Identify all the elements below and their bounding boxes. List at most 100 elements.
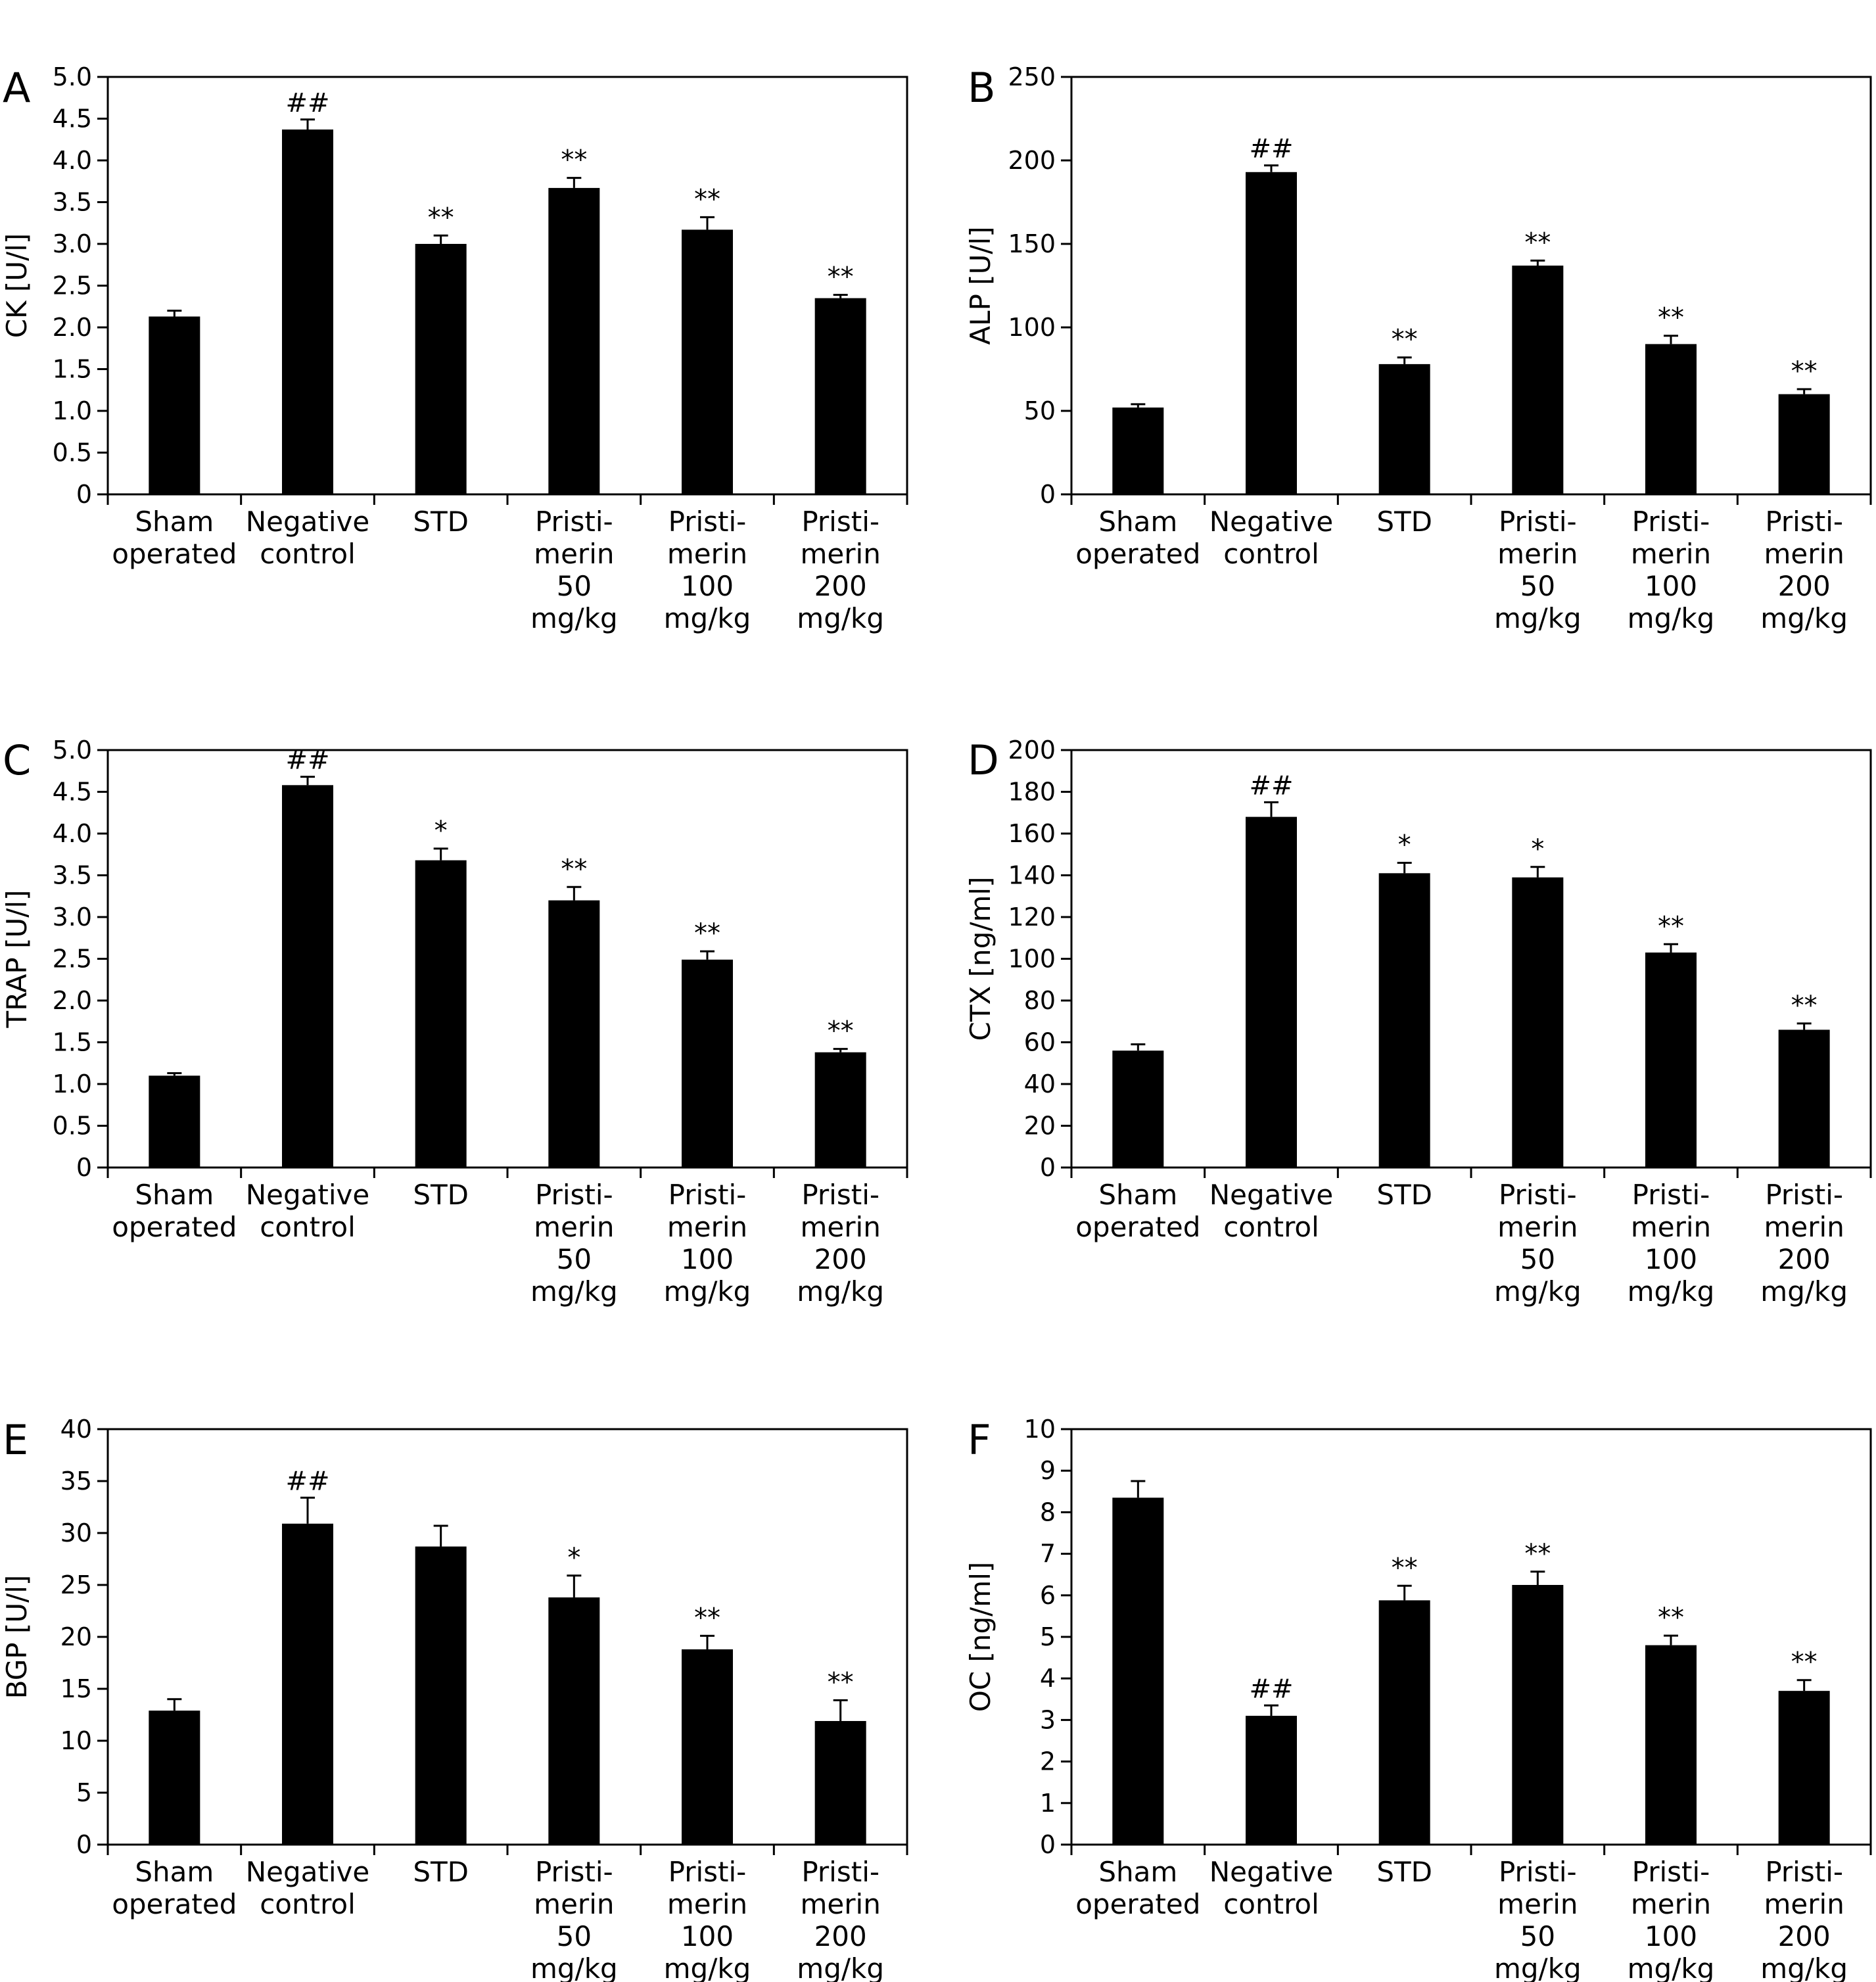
plot-frame (1070, 749, 1872, 1169)
x-category-label: mg/kg (530, 1275, 618, 1308)
x-category-label: merin (1764, 1888, 1844, 1920)
y-tick-label: 150 (1008, 229, 1056, 258)
x-category-label: operated (112, 538, 237, 570)
x-category-label: merin (667, 1211, 747, 1243)
x-category-label: merin (1764, 538, 1844, 570)
x-category-label: control (1223, 1211, 1319, 1243)
x-category-label: operated (1075, 538, 1200, 570)
x-category-label: mg/kg (797, 602, 884, 634)
y-tick-label: 10 (1024, 1415, 1056, 1444)
significance-label: ** (828, 1667, 854, 1697)
chart-panel-d: D 0 20 40 60 80 100 120 140 160 180 200 CTX [ng/ml] S… (964, 736, 1872, 1308)
significance-label: ## (1249, 134, 1293, 164)
x-category-label: Pristi- (535, 1856, 613, 1888)
x-category-label: 50 (557, 1243, 592, 1275)
y-tick-label: 1.5 (53, 1028, 92, 1057)
y-tick-label: 0 (76, 1153, 92, 1182)
bar (149, 316, 200, 494)
y-tick-label: 20 (1024, 1112, 1056, 1141)
x-category-label: STD (1376, 1856, 1432, 1888)
x-category-label: Pristi- (1499, 506, 1577, 538)
bar (1112, 407, 1164, 494)
y-tick-label: 8 (1040, 1498, 1056, 1526)
bar (1112, 1498, 1164, 1845)
x-category-label: merin (534, 1888, 614, 1920)
x-category-label: merin (534, 1211, 614, 1243)
y-tick-label: 100 (1008, 945, 1056, 974)
x-category-label: Negative (246, 1179, 370, 1211)
y-tick-label: 4.5 (53, 778, 92, 807)
significance-label: ** (561, 145, 587, 176)
panel-letter: F (968, 1416, 991, 1464)
bar (1512, 1585, 1564, 1845)
y-tick-label: 15 (60, 1674, 92, 1703)
y-tick-label: 1 (1040, 1789, 1056, 1818)
significance-label: * (567, 1543, 580, 1573)
significance-label: ** (1392, 1553, 1418, 1583)
significance-label: ** (1658, 303, 1684, 333)
y-tick-label: 40 (60, 1415, 92, 1444)
x-category-label: mg/kg (664, 602, 751, 634)
significance-label: * (1398, 830, 1411, 860)
y-tick-label: 180 (1008, 778, 1056, 807)
significance-label: ** (694, 1603, 720, 1633)
significance-label: ** (561, 854, 587, 884)
x-category-label: 50 (1520, 1243, 1555, 1275)
significance-label: ** (828, 262, 854, 292)
bar (1378, 1600, 1430, 1845)
significance-label: ** (1791, 1647, 1817, 1678)
x-category-label: mg/kg (797, 1952, 884, 1982)
y-tick-label: 2.5 (53, 271, 92, 300)
x-category-label: Pristi- (1499, 1856, 1577, 1888)
x-category-label: 50 (557, 1920, 592, 1952)
bar (1112, 1050, 1164, 1168)
x-category-label: Sham (1098, 1179, 1177, 1211)
plot-frame (106, 1428, 908, 1846)
plot-frame (106, 76, 908, 496)
chart-panel-c: C 0 0.5 1.0 1.5 2.0 2.5 3.0 3.5 4.0 4.5 5.0 TRAP [U/… (1, 736, 908, 1308)
significance-label: ** (694, 184, 720, 214)
y-tick-label: 2 (1040, 1747, 1056, 1776)
x-category-label: mg/kg (530, 602, 618, 634)
x-category-label: operated (1075, 1211, 1200, 1243)
x-category-label: merin (1764, 1211, 1844, 1243)
x-category-label: merin (667, 1888, 747, 1920)
y-tick-label: 30 (60, 1519, 92, 1547)
x-category-label: merin (801, 1211, 881, 1243)
x-category-label: Negative (246, 506, 370, 538)
y-tick-label: 80 (1024, 986, 1056, 1015)
bar (814, 298, 866, 494)
x-category-label: Negative (1209, 506, 1334, 538)
bar (1512, 877, 1564, 1168)
x-category-label: Pristi- (1632, 1179, 1710, 1211)
y-tick-label: 2.5 (53, 945, 92, 974)
y-tick-label: 5.0 (53, 736, 92, 765)
x-category-label: Pristi- (668, 506, 747, 538)
x-category-label: 200 (814, 1920, 867, 1952)
y-tick-label: 10 (60, 1726, 92, 1755)
bar (682, 1649, 733, 1845)
x-category-label: mg/kg (1494, 1275, 1582, 1308)
x-category-label: merin (1497, 1888, 1578, 1920)
y-tick-label: 4.0 (53, 819, 92, 848)
y-tick-label: 3.5 (53, 188, 92, 217)
x-category-label: STD (1376, 1179, 1432, 1211)
y-tick-label: 0 (1040, 1153, 1056, 1182)
x-category-label: 100 (681, 570, 734, 602)
y-tick-label: 4 (1040, 1664, 1056, 1693)
bar (415, 1546, 467, 1845)
y-tick-label: 6 (1040, 1581, 1056, 1610)
x-category-label: 100 (681, 1243, 734, 1275)
x-category-label: Sham (135, 506, 214, 538)
y-tick-label: 5.0 (53, 62, 92, 91)
y-axis-label: TRAP [U/l] (1, 890, 33, 1029)
x-category-label: 100 (1645, 1920, 1697, 1952)
x-category-label: merin (1497, 538, 1578, 570)
x-category-label: mg/kg (664, 1952, 751, 1982)
y-tick-label: 4.5 (53, 105, 92, 133)
chart-panel-a: A 0 0.5 1.0 1.5 2.0 2.5 3.0 3.5 4.0 4.5 5.0 CK [U/l]… (1, 62, 908, 634)
x-category-label: control (260, 538, 356, 570)
bar (1645, 952, 1697, 1168)
